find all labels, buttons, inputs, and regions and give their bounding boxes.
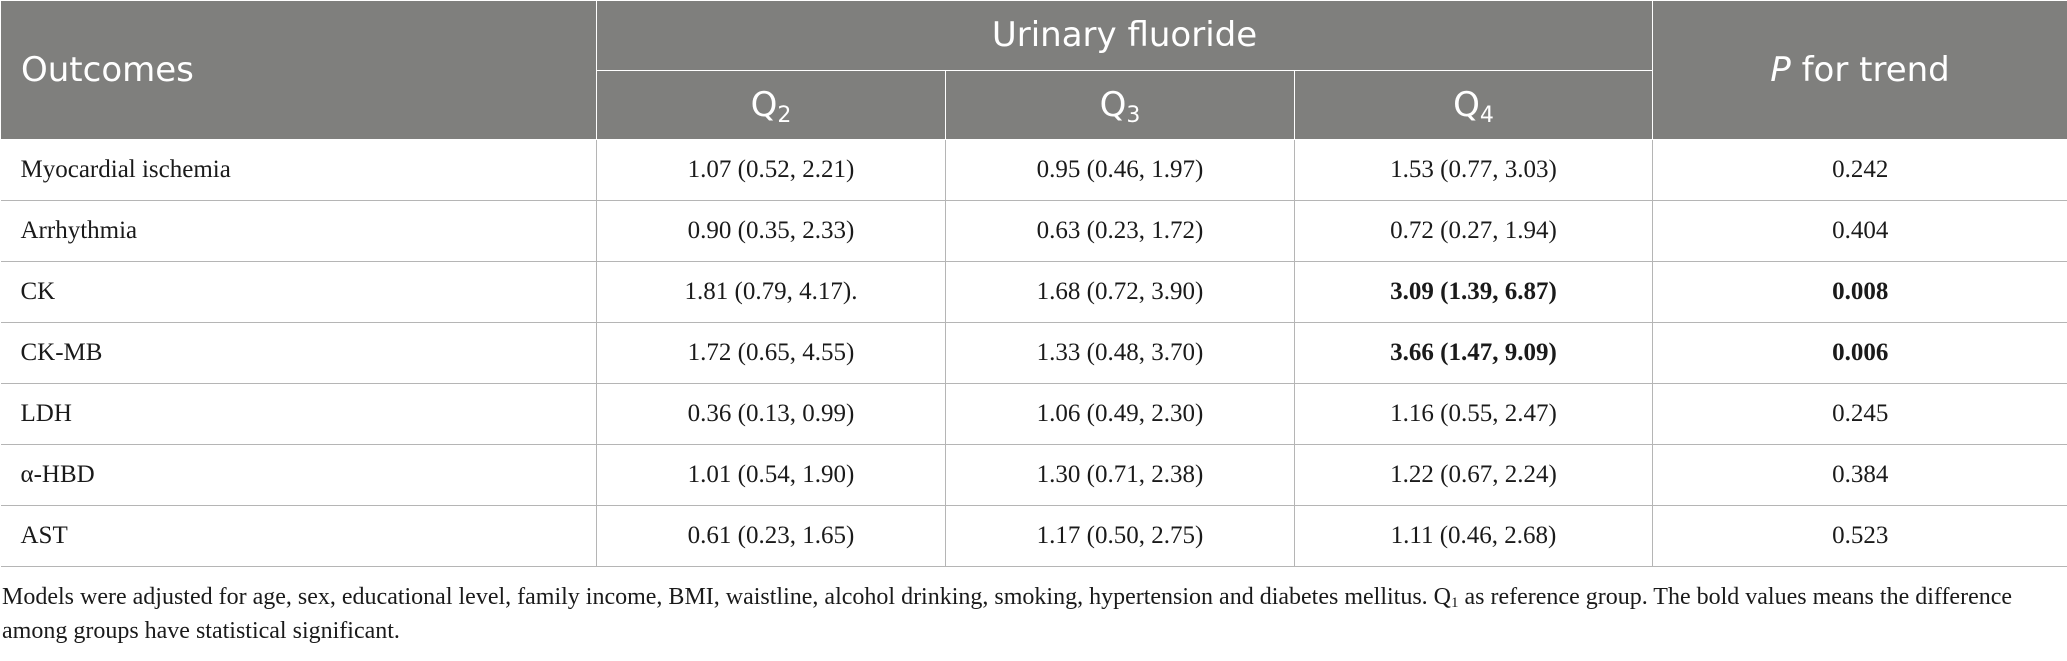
row-outcome: Myocardial ischemia	[0, 139, 597, 201]
cell-p-trend: 0.384	[1652, 444, 2067, 506]
table-row: CK 1.81 (0.79, 4.17). 1.68 (0.72, 3.90) …	[0, 261, 2067, 323]
header-q3-letter: Q	[1099, 84, 1127, 125]
row-outcome: CK	[0, 261, 597, 323]
cell-q3: 0.95 (0.46, 1.97)	[945, 139, 1295, 201]
header-q3: Q3	[945, 69, 1295, 140]
header-q2: Q2	[596, 69, 946, 140]
row-outcome: Arrhythmia	[0, 200, 597, 262]
table-row: LDH 0.36 (0.13, 0.99) 1.06 (0.49, 2.30) …	[0, 383, 2067, 445]
cell-q2: 1.72 (0.65, 4.55)	[596, 322, 946, 384]
cell-q2: 0.90 (0.35, 2.33)	[596, 200, 946, 262]
cell-p-trend: 0.006	[1652, 322, 2067, 384]
cell-q2: 1.81 (0.79, 4.17).	[596, 261, 946, 323]
header-urinary-fluoride: Urinary fluoride	[596, 0, 1653, 71]
cell-q4: 1.53 (0.77, 3.03)	[1294, 139, 1653, 201]
header-q2-letter: Q	[750, 84, 778, 125]
header-q2-sub: 2	[777, 102, 792, 128]
cell-p-trend: 0.242	[1652, 139, 2067, 201]
header-q4-letter: Q	[1453, 84, 1480, 125]
table-row: Arrhythmia 0.90 (0.35, 2.33) 0.63 (0.23,…	[0, 200, 2067, 262]
cell-q4: 0.72 (0.27, 1.94)	[1294, 200, 1653, 262]
header-q4: Q4	[1294, 69, 1653, 140]
header-p-letter: P	[1770, 50, 1791, 90]
cell-q3: 1.17 (0.50, 2.75)	[945, 505, 1295, 567]
header-q3-sub: 3	[1126, 102, 1141, 128]
cell-q4: 1.22 (0.67, 2.24)	[1294, 444, 1653, 506]
cell-q2: 0.61 (0.23, 1.65)	[596, 505, 946, 567]
header-p-for-trend: P for trend	[1652, 0, 2067, 140]
table-row: Myocardial ischemia 1.07 (0.52, 2.21) 0.…	[0, 139, 2067, 201]
table-row: AST 0.61 (0.23, 1.65) 1.17 (0.50, 2.75) …	[0, 505, 2067, 567]
header-q4-sub: 4	[1479, 102, 1494, 128]
cell-q4: 3.09 (1.39, 6.87)	[1294, 261, 1653, 323]
cell-q3: 1.30 (0.71, 2.38)	[945, 444, 1295, 506]
cell-p-trend: 0.523	[1652, 505, 2067, 567]
results-table: Outcomes Urinary fluoride P for trend Q2…	[0, 0, 2067, 567]
row-outcome: AST	[0, 505, 597, 567]
cell-q4: 1.11 (0.46, 2.68)	[1294, 505, 1653, 567]
cell-q3: 0.63 (0.23, 1.72)	[945, 200, 1295, 262]
row-outcome: α-HBD	[0, 444, 597, 506]
table-footnote: Models were adjusted for age, sex, educa…	[0, 580, 2052, 648]
row-outcome: CK-MB	[0, 322, 597, 384]
cell-p-trend: 0.404	[1652, 200, 2067, 262]
results-table-container: Outcomes Urinary fluoride P for trend Q2…	[0, 0, 2067, 567]
cell-q4: 3.66 (1.47, 9.09)	[1294, 322, 1653, 384]
cell-q3: 1.33 (0.48, 3.70)	[945, 322, 1295, 384]
cell-q3: 1.06 (0.49, 2.30)	[945, 383, 1295, 445]
header-outcomes: Outcomes	[0, 0, 597, 140]
footnote-text-2: as reference group. The bold values mean…	[2, 584, 2013, 644]
row-outcome: LDH	[0, 383, 597, 445]
cell-p-trend: 0.008	[1652, 261, 2067, 323]
footnote-text-1: Models were adjusted for age, sex, educa…	[2, 584, 1451, 610]
table-row: α-HBD 1.01 (0.54, 1.90) 1.30 (0.71, 2.38…	[0, 444, 2067, 506]
cell-q2: 1.01 (0.54, 1.90)	[596, 444, 946, 506]
cell-q4: 1.16 (0.55, 2.47)	[1294, 383, 1653, 445]
cell-p-trend: 0.245	[1652, 383, 2067, 445]
footnote-sub: 1	[1451, 595, 1459, 611]
header-trend-text: for trend	[1790, 50, 1950, 90]
cell-q2: 1.07 (0.52, 2.21)	[596, 139, 946, 201]
cell-q2: 0.36 (0.13, 0.99)	[596, 383, 946, 445]
table-row: CK-MB 1.72 (0.65, 4.55) 1.33 (0.48, 3.70…	[0, 322, 2067, 384]
cell-q3: 1.68 (0.72, 3.90)	[945, 261, 1295, 323]
